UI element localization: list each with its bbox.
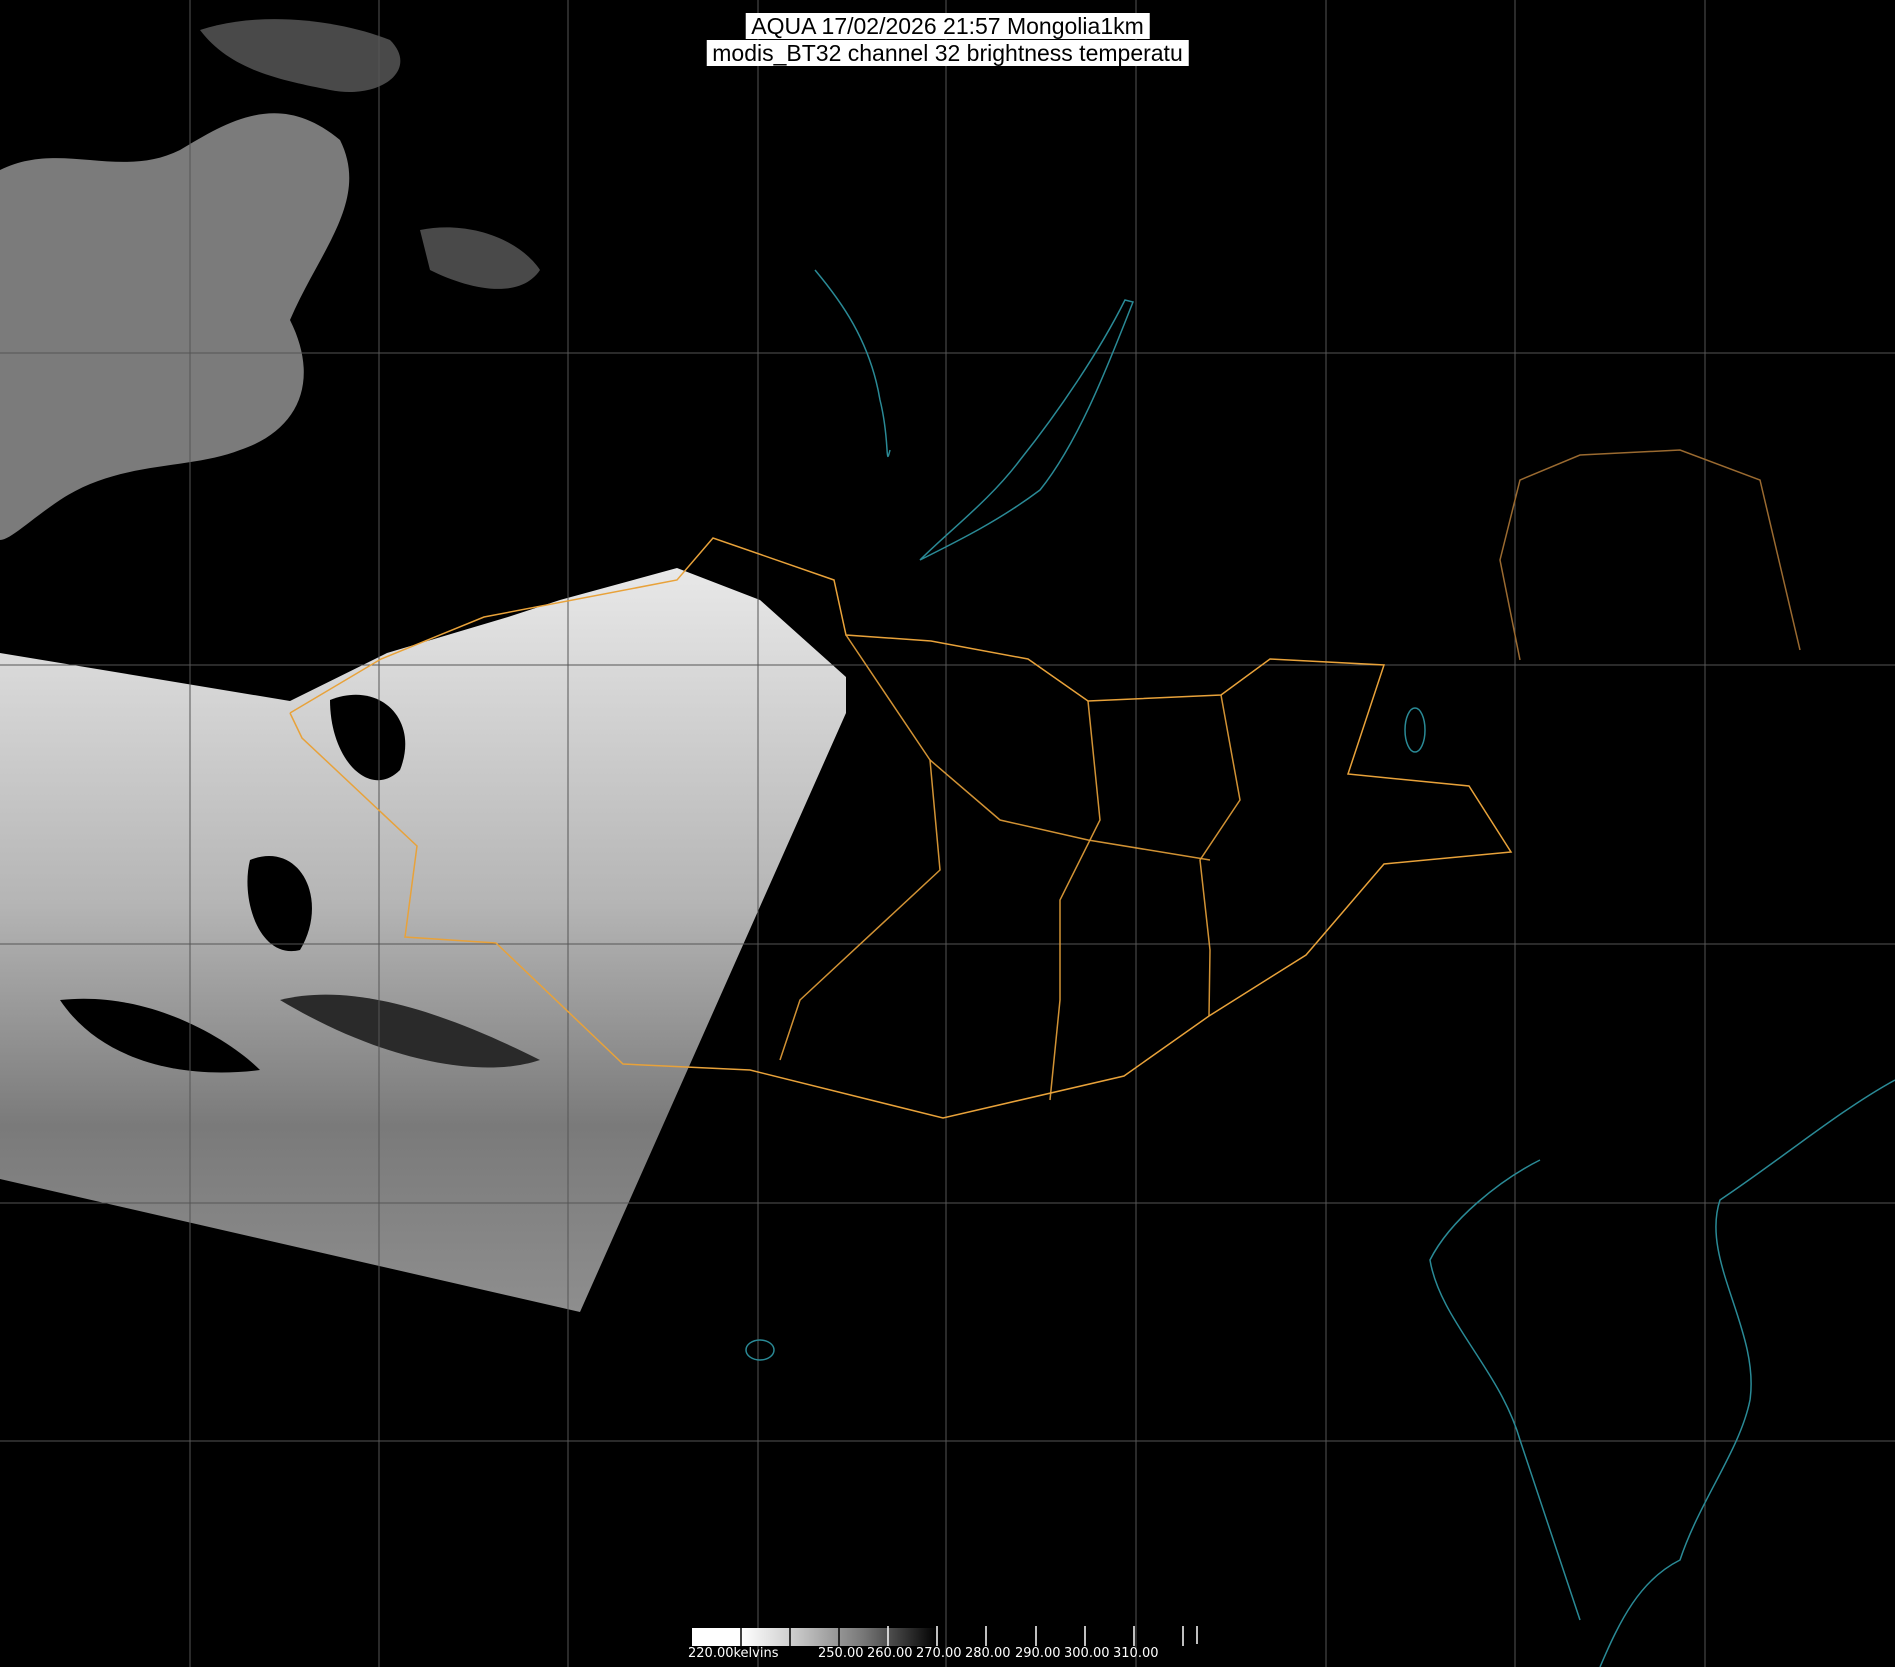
title-line-2: modis_BT32 channel 32 brightness tempera…	[706, 40, 1189, 66]
country-borders	[289, 449, 1801, 1119]
cloud-gaps	[60, 694, 540, 1073]
cloud-field	[0, 19, 540, 540]
title-line-1: AQUA 17/02/2026 21:57 Mongolia1km	[745, 13, 1150, 39]
colorbar-tick-label: 290.00	[1015, 1646, 1061, 1661]
colorbar-tick-label: 250.00	[818, 1646, 864, 1661]
satellite-swath	[0, 568, 846, 1312]
colorbar-tick-label: 270.00	[916, 1646, 962, 1661]
coastlines	[745, 269, 1895, 1667]
colorbar-tick-label: 300.00	[1064, 1646, 1110, 1661]
mongolia-border	[289, 537, 1513, 1119]
colorbar-tick-label: 280.00	[965, 1646, 1011, 1661]
colorbar-unit-label: 220.00kelvins	[688, 1646, 779, 1661]
colorbar	[692, 1626, 1198, 1646]
colorbar-tick-label: 260.00	[867, 1646, 913, 1661]
colorbar-tick-label: 310.00	[1113, 1646, 1159, 1661]
